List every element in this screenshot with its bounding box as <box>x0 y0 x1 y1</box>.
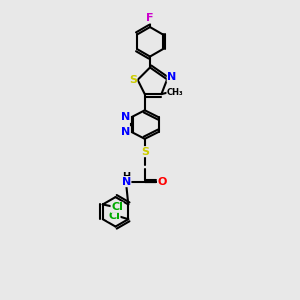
Text: S: S <box>141 147 149 157</box>
Text: H: H <box>122 172 130 182</box>
Text: Cl: Cl <box>108 211 120 220</box>
Text: N: N <box>122 177 131 187</box>
Text: N: N <box>121 127 130 137</box>
Text: CH₃: CH₃ <box>167 88 184 97</box>
Text: S: S <box>129 75 137 85</box>
Text: N: N <box>121 112 130 122</box>
Text: F: F <box>146 13 154 23</box>
Text: Cl: Cl <box>111 202 123 212</box>
Text: O: O <box>158 177 167 187</box>
Text: N: N <box>167 72 176 82</box>
